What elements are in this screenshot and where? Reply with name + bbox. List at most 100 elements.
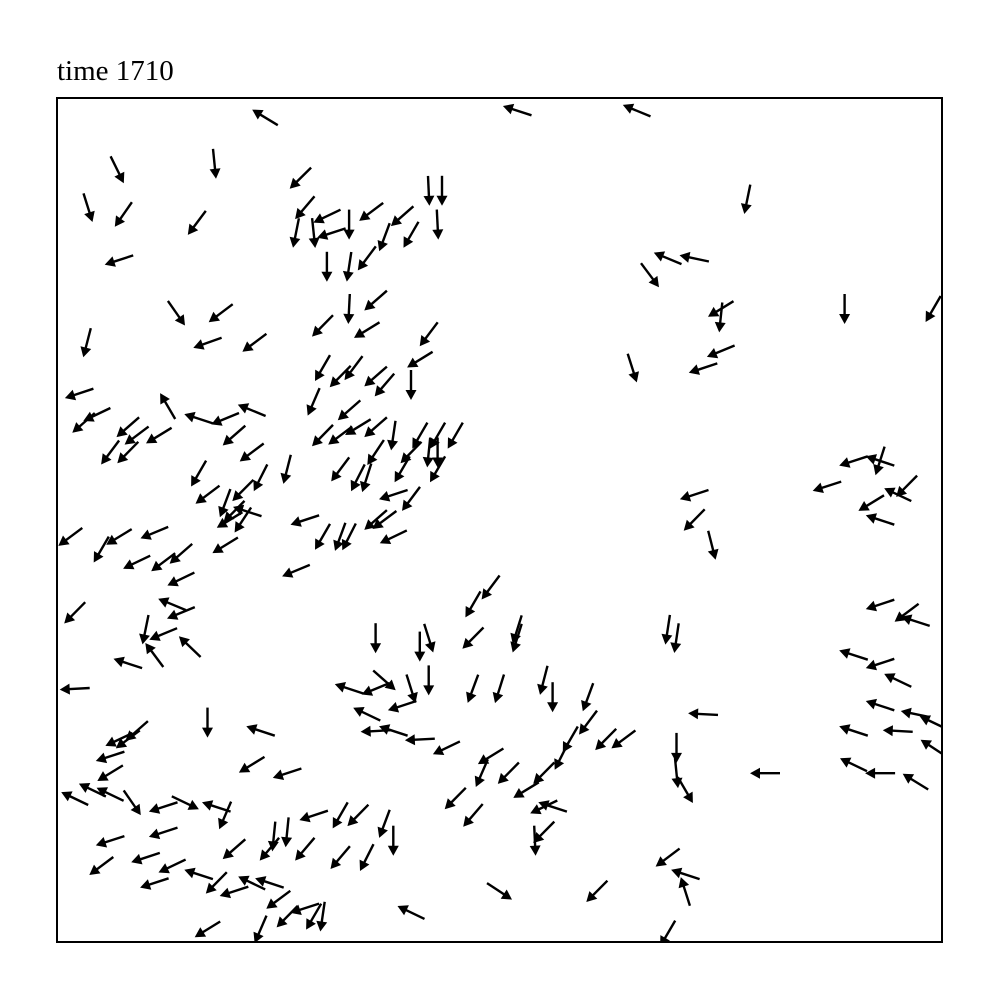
arrow-shaft	[386, 727, 408, 737]
arrow-head	[404, 734, 416, 746]
arrow-shaft	[846, 455, 869, 465]
arrow-head	[259, 849, 271, 861]
quiver-arrow	[688, 362, 718, 375]
arrow-head	[350, 479, 361, 492]
arrow-shaft	[582, 709, 598, 729]
arrow-shaft	[744, 184, 752, 207]
arrow-shaft	[432, 455, 447, 477]
quiver-arrow	[714, 302, 726, 333]
quiver-arrow	[812, 480, 842, 493]
arrow-shaft	[359, 710, 381, 722]
arrow-shaft	[665, 614, 672, 637]
arrow-shaft	[320, 901, 326, 924]
arrow-head	[218, 817, 229, 830]
arrow-head	[708, 306, 720, 317]
arrow-head	[400, 452, 412, 464]
quiver-arrow	[547, 682, 559, 713]
quiver-arrow	[316, 901, 328, 932]
arrow-shaft	[380, 809, 391, 831]
quiver-arrow	[101, 439, 121, 465]
arrow-shaft	[707, 530, 715, 553]
arrow-head	[253, 479, 264, 492]
arrow-head	[379, 534, 392, 544]
quiver-arrow	[329, 364, 352, 388]
quiver-arrow	[397, 905, 426, 920]
arrow-head	[313, 213, 325, 224]
arrow-shaft	[63, 526, 84, 543]
arrow-shaft	[103, 790, 125, 802]
arrow-shaft	[900, 602, 920, 618]
quiver-arrow	[403, 221, 420, 248]
arrow-head	[266, 898, 278, 909]
arrow-head	[312, 435, 323, 447]
arrow-shaft	[67, 686, 90, 691]
arrow-shaft	[629, 106, 651, 118]
arrow-shaft	[211, 148, 217, 171]
quiver-arrow	[171, 795, 199, 810]
arrow-shaft	[696, 712, 719, 717]
arrow-shaft	[218, 411, 240, 423]
quiver-arrow	[306, 903, 323, 930]
arrow-shaft	[333, 425, 353, 441]
arrow-shaft	[533, 825, 537, 848]
arrow-shaft	[324, 227, 346, 237]
quiver-arrow	[865, 598, 895, 612]
quiver-arrow	[364, 289, 388, 311]
arrow-head	[238, 875, 250, 886]
arrow-shaft	[129, 554, 151, 567]
quiver-arrow	[653, 251, 682, 266]
arrow-shaft	[540, 665, 549, 688]
arrow-shaft	[227, 424, 247, 442]
quiver-arrow	[239, 442, 265, 462]
arrow-shaft	[68, 601, 87, 619]
arrow-shaft	[713, 344, 736, 356]
arrow-shaft	[873, 702, 895, 712]
quiver-arrow	[218, 801, 233, 830]
quiver-arrow	[640, 262, 659, 288]
quiver-arrow	[272, 767, 302, 780]
quiver-arrow	[280, 454, 292, 484]
arrow-head	[858, 501, 870, 511]
arrow-head	[407, 691, 418, 704]
arrow-head	[414, 651, 426, 662]
arrow-head	[688, 364, 700, 375]
quiver-arrow	[353, 707, 381, 722]
arrow-shaft	[660, 254, 682, 266]
arrow-shaft	[502, 761, 520, 780]
arrow-shaft	[519, 781, 540, 795]
arrow-head	[169, 552, 181, 564]
arrow-shaft	[714, 300, 735, 314]
quiver-arrow	[466, 674, 480, 703]
quiver-arrow	[537, 665, 549, 695]
arrow-head	[246, 724, 258, 735]
arrow-shaft	[661, 847, 681, 863]
arrow-head	[679, 491, 692, 502]
arrow-shaft	[467, 626, 485, 644]
chart-title: time 1710	[57, 55, 174, 87]
arrow-head	[865, 698, 877, 710]
quiver-arrow	[276, 905, 299, 928]
quiver-arrow	[281, 817, 293, 848]
arrow-head	[289, 177, 301, 189]
arrow-head	[345, 425, 357, 435]
arrow-head	[390, 215, 402, 227]
arrow-shaft	[484, 747, 505, 762]
arrow-head	[344, 368, 355, 381]
arrow-head	[238, 762, 251, 773]
quiver-arrow	[750, 767, 780, 779]
arrow-shaft	[864, 494, 885, 508]
quiver-arrow	[312, 314, 334, 337]
quiver-arrow	[364, 416, 388, 438]
arrow-shaft	[336, 522, 347, 544]
quiver-arrow	[432, 209, 444, 240]
arrow-shaft	[111, 254, 134, 264]
arrow-shaft	[191, 415, 214, 425]
arrow-shaft	[406, 221, 420, 242]
arrow-shaft	[426, 175, 431, 198]
quiver-arrow	[919, 715, 942, 729]
quiver-arrow	[379, 724, 408, 737]
arrow-head	[402, 499, 413, 511]
arrow-head	[117, 452, 129, 464]
arrow-shaft	[439, 740, 461, 752]
quiver-arrow	[423, 665, 435, 696]
